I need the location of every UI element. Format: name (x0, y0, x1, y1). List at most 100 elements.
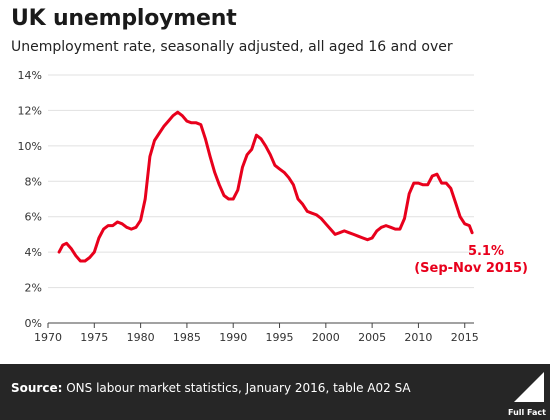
y-tick-label: 6% (25, 211, 42, 224)
data-point (70, 247, 73, 250)
data-point (236, 188, 239, 192)
x-tick-label: 1990 (219, 331, 247, 344)
data-point (375, 229, 378, 233)
data-point (148, 155, 152, 158)
data-point (185, 119, 189, 123)
data-point (435, 173, 439, 176)
data-point (357, 235, 360, 238)
data-point (218, 183, 221, 186)
x-tick-label: 2015 (451, 331, 479, 344)
data-point (199, 123, 202, 126)
data-point (458, 215, 462, 218)
data-point (111, 224, 115, 227)
data-point (134, 226, 138, 229)
data-point (162, 125, 165, 128)
data-point (361, 236, 365, 240)
data-point (153, 139, 156, 142)
data-point (213, 171, 216, 174)
data-point (93, 250, 96, 254)
data-point (306, 210, 309, 213)
data-point (57, 250, 61, 254)
data-point (204, 137, 207, 140)
axes: 0% 2% 4% 6% 8% 10% 12% 14% 1970 1975 1980 1985 1990 1… (18, 69, 479, 344)
data-point (74, 254, 78, 257)
data-point (171, 114, 175, 117)
y-tick-label: 12% (18, 104, 42, 117)
data-point (431, 174, 434, 178)
unemployment-chart: 0% 2% 4% 6% 8% 10% 12% 14% 1970 1975 1980 1985 1990 1… (18, 69, 528, 344)
footer: Source: ONS labour market statistics, Ja… (0, 364, 550, 420)
page-subtitle: Unemployment rate, seasonally adjusted, … (11, 39, 453, 55)
logo-text: Full Fact (508, 408, 546, 417)
data-point (426, 183, 429, 186)
data-point (384, 224, 388, 227)
data-point (232, 197, 235, 201)
data-point (329, 227, 332, 231)
unemployment-rate-line (57, 110, 474, 263)
data-point (116, 220, 119, 224)
page-title: UK unemployment (11, 6, 237, 31)
data-point (259, 137, 263, 140)
source-label: Source: (11, 381, 63, 395)
data-point (445, 181, 448, 185)
data-point (97, 236, 101, 240)
full-fact-logo-icon (514, 372, 544, 402)
data-point (296, 197, 300, 201)
data-point (176, 111, 179, 114)
x-tick-label: 1985 (173, 331, 201, 344)
data-point (139, 219, 142, 222)
data-point (370, 236, 374, 240)
data-point (255, 134, 258, 137)
grid-lines (48, 74, 474, 324)
data-point (320, 217, 323, 220)
data-point (440, 181, 443, 185)
annotation-period: (Sep-Nov 2015) (414, 261, 528, 276)
annotation-value: 5.1% (468, 244, 504, 259)
data-point (333, 233, 337, 236)
y-tick-label: 4% (25, 246, 42, 259)
x-tick-label: 1975 (80, 331, 108, 344)
data-point (403, 217, 406, 220)
data-point (468, 224, 471, 227)
data-point (130, 227, 133, 231)
data-point (343, 229, 346, 233)
source-text: ONS labour market statistics, January 20… (62, 381, 411, 395)
data-point (454, 201, 457, 204)
x-tick-label: 2000 (312, 331, 340, 344)
data-point (144, 197, 147, 201)
data-point (338, 231, 341, 234)
data-point (269, 153, 272, 156)
data-point (181, 114, 184, 117)
data-point (167, 119, 170, 123)
data-point (301, 203, 304, 206)
x-tick-label: 1970 (34, 331, 62, 344)
data-point (125, 226, 128, 229)
data-point (394, 227, 397, 231)
data-point (412, 181, 415, 185)
data-point (380, 226, 383, 229)
data-point (315, 213, 318, 217)
data-point (389, 226, 392, 229)
data-point (61, 243, 64, 247)
data-point (120, 222, 124, 225)
data-point (470, 231, 474, 234)
data-point (241, 165, 244, 169)
data-point (83, 259, 87, 263)
data-point (227, 197, 230, 201)
y-tick-label: 8% (25, 175, 42, 188)
data-point (250, 148, 253, 151)
x-tick-label: 1995 (266, 331, 294, 344)
data-point (352, 233, 355, 236)
data-point (398, 227, 402, 231)
data-point (88, 256, 91, 259)
data-point (324, 222, 327, 225)
data-point (273, 164, 277, 167)
data-point (208, 155, 212, 158)
data-point (366, 238, 369, 241)
data-point (449, 187, 452, 190)
data-point (421, 183, 425, 186)
data-point (264, 144, 267, 148)
x-tick-label: 2010 (404, 331, 432, 344)
data-point (102, 227, 105, 231)
data-point (222, 194, 226, 197)
